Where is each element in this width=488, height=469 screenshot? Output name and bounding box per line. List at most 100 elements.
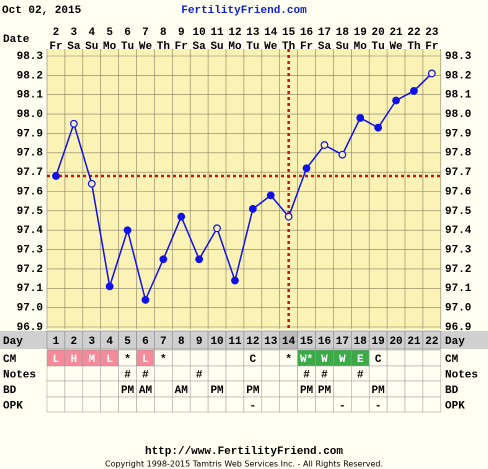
- day-label: 6: [142, 336, 149, 348]
- row-value: *: [160, 354, 167, 366]
- weekday-label: Mo: [228, 41, 242, 53]
- date-label: 14: [264, 27, 278, 39]
- day-label: 10: [210, 336, 223, 348]
- y-tick-label: 97.9: [445, 128, 471, 140]
- y-tick-label: 96.9: [17, 322, 43, 334]
- site-name[interactable]: FertilityFriend.com: [181, 5, 307, 17]
- row-value: -: [375, 400, 382, 412]
- weekday-label: Sa: [318, 41, 332, 53]
- date-label: 9: [178, 27, 185, 39]
- row-cell: [279, 396, 298, 413]
- row-cell: [189, 349, 209, 367]
- row-cell: [100, 365, 119, 382]
- day-label: 16: [318, 336, 331, 348]
- date-label: 6: [124, 27, 131, 39]
- row-cell: [351, 396, 370, 413]
- temperature-point: [248, 205, 257, 213]
- row-value: #: [303, 369, 310, 381]
- weekday-label: We: [389, 41, 403, 53]
- y-tick-label: 97.6: [445, 186, 471, 198]
- y-tick-label: 98.3: [445, 51, 472, 63]
- temperature-point: [87, 179, 96, 188]
- row-cell: [82, 365, 101, 382]
- row-cell: [315, 396, 334, 413]
- row-value: W: [321, 354, 328, 366]
- row-value: W*: [300, 354, 313, 366]
- day-label: 2: [71, 336, 78, 348]
- day-label: 8: [178, 336, 185, 348]
- row-cell: [279, 365, 298, 382]
- temperature-point: [410, 86, 418, 95]
- y-tick-label: 97.7: [17, 167, 43, 179]
- row-cell: [189, 380, 209, 398]
- date-label: 17: [318, 27, 331, 39]
- temperature-point: [177, 212, 186, 221]
- y-tick-label: 98.1: [445, 90, 472, 102]
- day-label: 7: [160, 336, 167, 348]
- day-label: 9: [196, 336, 203, 348]
- date-label: 15: [282, 27, 296, 39]
- site-url[interactable]: http://www.FertilityFriend.com: [145, 446, 343, 458]
- row-value: C: [250, 354, 257, 366]
- y-tick-label: 97.5: [445, 206, 472, 218]
- weekday-label: Su: [85, 41, 98, 53]
- row-value: C: [375, 354, 382, 366]
- y-tick-label: 97.3: [17, 244, 44, 256]
- weekday-label: Th: [157, 41, 170, 53]
- row-value: W: [339, 354, 346, 366]
- temperature-point: [302, 164, 311, 173]
- date-label: Date: [3, 34, 30, 46]
- row-value: L: [53, 354, 60, 366]
- weekday-label: Fr: [49, 41, 62, 53]
- row-label: BD: [3, 385, 17, 397]
- row-cell: [333, 380, 352, 398]
- row-cell: [422, 396, 442, 413]
- row-cell: [386, 396, 406, 413]
- weekday-label: We: [264, 41, 278, 53]
- row-cell: [261, 380, 280, 398]
- y-tick-label: 97.8: [445, 148, 472, 160]
- weekday-label: Sa: [193, 41, 207, 53]
- row-value: #: [142, 369, 149, 381]
- date-label: 10: [193, 27, 206, 39]
- row-value: #: [321, 369, 328, 381]
- day-label: 13: [264, 336, 278, 348]
- row-cell: [386, 380, 406, 398]
- temperature-point: [213, 224, 221, 233]
- date-label: 3: [71, 27, 78, 39]
- row-label: CM: [3, 354, 17, 366]
- row-cell: [154, 365, 173, 382]
- row-cell: [422, 349, 442, 367]
- weekday-label: Fr: [300, 41, 313, 53]
- temperature-point: [195, 255, 204, 264]
- date-label: 5: [106, 27, 113, 39]
- date-label: 4: [88, 27, 95, 39]
- date-label: 16: [300, 27, 313, 39]
- y-tick-label: 97.7: [445, 167, 471, 179]
- y-tick-label: 97.2: [17, 264, 43, 276]
- y-tick-label: 97.4: [17, 225, 44, 237]
- row-cell: [154, 380, 173, 398]
- row-value: L: [142, 354, 149, 366]
- row-cell: [422, 365, 442, 382]
- row-cell: [351, 380, 370, 398]
- row-cell: [100, 396, 119, 413]
- row-cell: [422, 380, 442, 398]
- date-label: 22: [407, 27, 420, 39]
- copyright: Copyright 1998-2015 Tamtris Web Services…: [105, 460, 383, 469]
- weekday-label: Tu: [121, 41, 134, 53]
- temperature-point: [392, 96, 400, 105]
- row-value: -: [250, 400, 257, 412]
- row-value: PM: [372, 385, 386, 397]
- row-cell: [46, 396, 66, 413]
- row-label: Notes: [3, 369, 36, 381]
- date-label: 8: [160, 27, 167, 39]
- weekday-label: We: [139, 41, 153, 53]
- y-tick-label: 98.3: [17, 51, 44, 63]
- temperature-point: [338, 150, 347, 159]
- temperature-point: [374, 123, 383, 132]
- day-label: 22: [425, 336, 438, 348]
- row-cell: [82, 380, 101, 398]
- weekday-label: Th: [407, 41, 420, 53]
- row-cell: [225, 396, 245, 413]
